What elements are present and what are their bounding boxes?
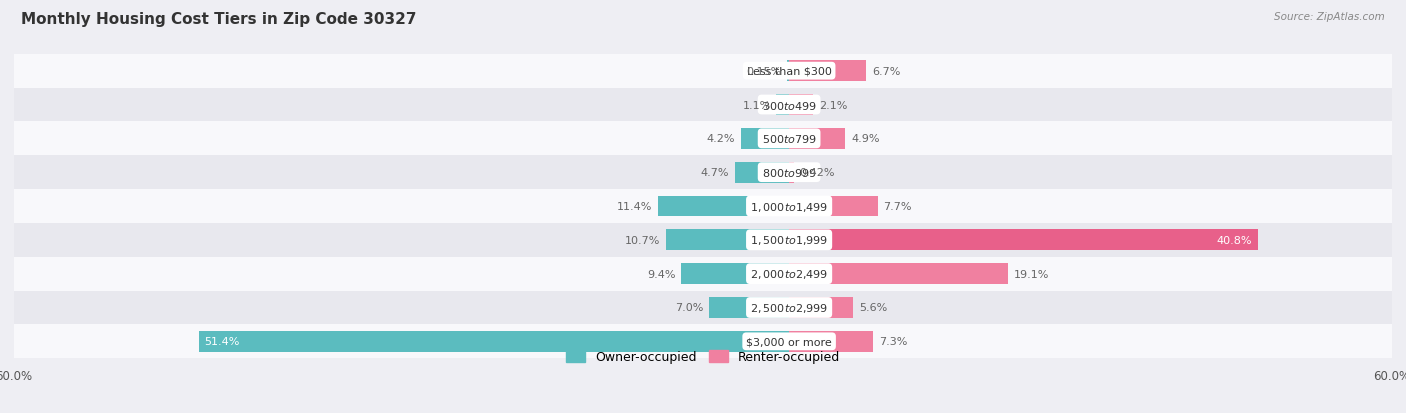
Bar (789, 297, 853, 318)
Text: 4.2%: 4.2% (707, 134, 735, 144)
Bar (789, 230, 1257, 251)
Text: 7.0%: 7.0% (675, 303, 703, 313)
Legend: Owner-occupied, Renter-occupied: Owner-occupied, Renter-occupied (567, 351, 839, 363)
Bar (789, 61, 866, 82)
Text: 4.7%: 4.7% (702, 168, 730, 178)
Text: $2,500 to $2,999: $2,500 to $2,999 (749, 301, 828, 314)
Bar (787, 61, 789, 82)
Bar (0, 55, 1406, 88)
Text: 9.4%: 9.4% (647, 269, 675, 279)
Text: 1.1%: 1.1% (742, 100, 770, 110)
Bar (0, 88, 1406, 122)
Text: $1,500 to $1,999: $1,500 to $1,999 (749, 234, 828, 247)
Bar (0, 190, 1406, 223)
Bar (776, 95, 789, 116)
Text: 0.15%: 0.15% (747, 66, 782, 76)
Text: 7.7%: 7.7% (883, 202, 911, 211)
Text: Monthly Housing Cost Tiers in Zip Code 30327: Monthly Housing Cost Tiers in Zip Code 3… (21, 12, 416, 27)
Text: 10.7%: 10.7% (626, 235, 661, 245)
Text: $2,000 to $2,499: $2,000 to $2,499 (749, 268, 828, 280)
Bar (0, 223, 1406, 257)
Bar (658, 196, 789, 217)
Text: 6.7%: 6.7% (872, 66, 900, 76)
Text: 51.4%: 51.4% (205, 337, 240, 347)
Bar (0, 156, 1406, 190)
Text: $500 to $799: $500 to $799 (762, 133, 817, 145)
Text: 11.4%: 11.4% (617, 202, 652, 211)
Bar (666, 230, 789, 251)
Bar (789, 128, 845, 150)
Bar (735, 162, 789, 183)
Bar (198, 331, 789, 352)
Text: Less than $300: Less than $300 (747, 66, 831, 76)
Text: 4.9%: 4.9% (851, 134, 880, 144)
Bar (789, 162, 794, 183)
Bar (0, 325, 1406, 358)
Text: $300 to $499: $300 to $499 (762, 99, 817, 111)
Text: $1,000 to $1,499: $1,000 to $1,499 (749, 200, 828, 213)
Text: 5.6%: 5.6% (859, 303, 887, 313)
Text: 7.3%: 7.3% (879, 337, 907, 347)
Text: 19.1%: 19.1% (1014, 269, 1049, 279)
Bar (709, 297, 789, 318)
Bar (789, 263, 1008, 285)
Bar (0, 122, 1406, 156)
Text: 0.42%: 0.42% (800, 168, 835, 178)
Text: Source: ZipAtlas.com: Source: ZipAtlas.com (1274, 12, 1385, 22)
Bar (789, 196, 877, 217)
Text: $800 to $999: $800 to $999 (762, 167, 817, 179)
Bar (789, 331, 873, 352)
Text: 2.1%: 2.1% (818, 100, 848, 110)
Bar (789, 95, 813, 116)
Bar (0, 257, 1406, 291)
Text: 40.8%: 40.8% (1216, 235, 1251, 245)
Bar (681, 263, 789, 285)
Bar (0, 291, 1406, 325)
Bar (741, 128, 789, 150)
Text: $3,000 or more: $3,000 or more (747, 337, 832, 347)
